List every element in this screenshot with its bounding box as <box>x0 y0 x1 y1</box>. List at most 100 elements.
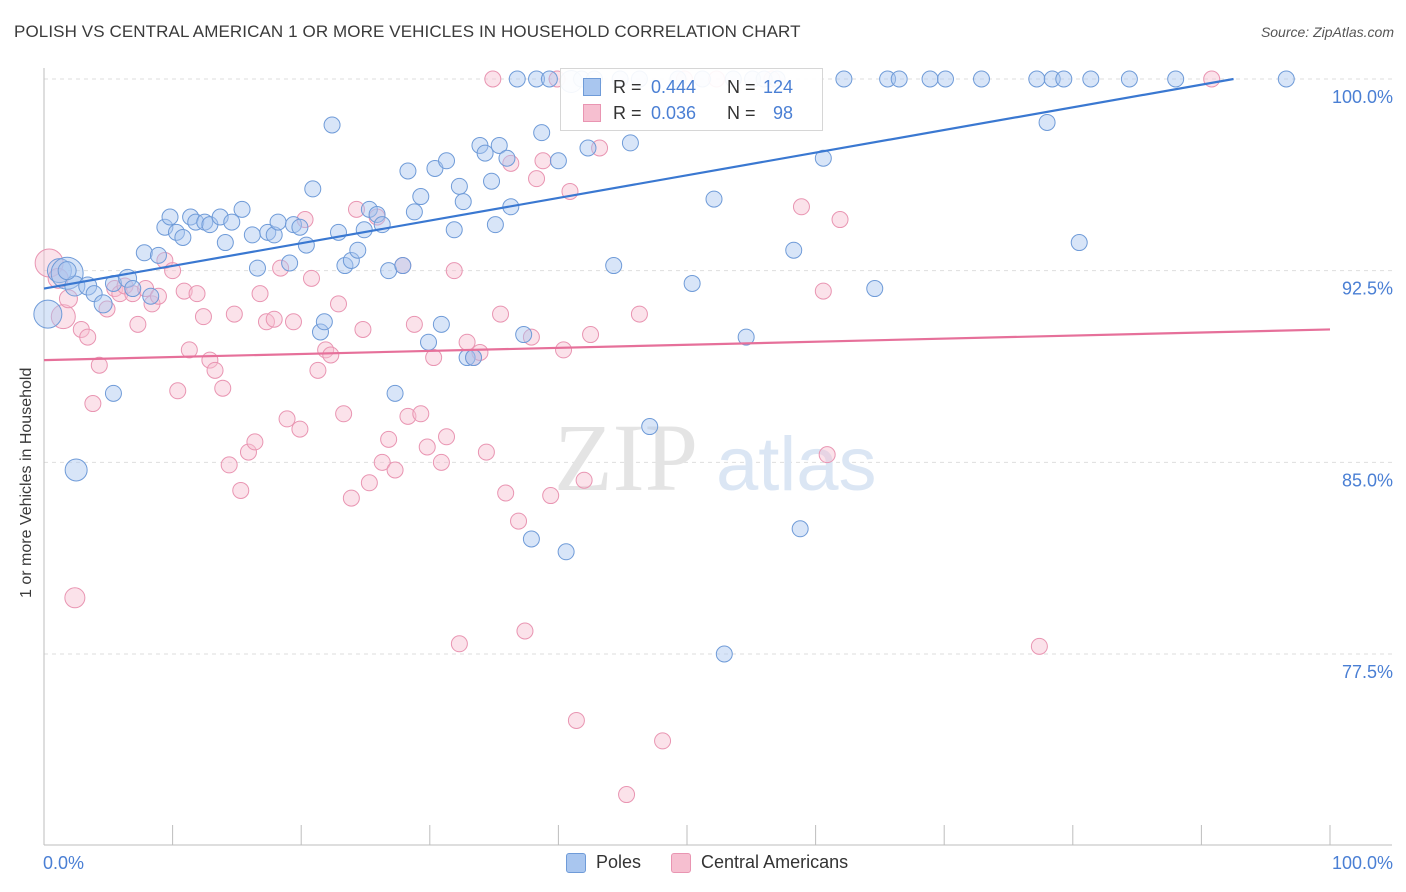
poles-point <box>216 234 234 252</box>
poles-point <box>432 315 450 333</box>
poles-point <box>149 246 167 264</box>
poles-point <box>866 280 884 298</box>
central-americans-point <box>309 361 327 379</box>
central-americans-point <box>175 282 193 300</box>
poles-point <box>737 328 755 346</box>
poles-point <box>715 645 733 663</box>
poles-point <box>1120 70 1138 88</box>
poles-point <box>454 193 472 211</box>
poles-point <box>323 116 341 134</box>
x-tick-label-min: 0.0% <box>43 853 84 873</box>
poles-point <box>579 139 597 157</box>
central-americans-point <box>458 333 476 351</box>
legend-n-label: N = <box>727 76 756 97</box>
y-tick-labels: 77.5% 85.0% 92.5% 100.0% <box>1332 87 1393 682</box>
y-axis-label: 1 or more Vehicles in Household <box>18 367 35 598</box>
poles-point <box>349 241 367 259</box>
legend-r-value: 0.444 <box>651 76 697 97</box>
poles-point <box>281 254 299 272</box>
central-americans-point <box>582 326 600 344</box>
poles-point <box>835 70 853 88</box>
poles-point <box>936 70 954 88</box>
poles-point <box>1043 70 1061 88</box>
poles-point <box>1167 70 1185 88</box>
poles-point <box>785 241 803 259</box>
poles-point <box>557 543 575 561</box>
central-americans-point <box>477 443 495 461</box>
legend-item-poles[interactable]: Poles <box>566 852 641 873</box>
central-americans-point <box>412 405 430 423</box>
central-americans-point <box>206 361 224 379</box>
poles-points <box>33 70 1295 663</box>
watermark-atlas: atlas <box>716 422 877 507</box>
poles-point <box>304 180 322 198</box>
poles-point <box>1055 70 1073 88</box>
poles-point <box>1028 70 1046 88</box>
poles-point <box>490 136 508 154</box>
central-americans-point <box>450 635 468 653</box>
poles-point <box>879 70 897 88</box>
poles-point <box>486 216 504 234</box>
poles-point <box>508 70 526 88</box>
poles-point <box>1277 70 1295 88</box>
watermark-zip: ZIP <box>554 404 698 511</box>
central-americans-point <box>322 346 340 364</box>
poles-point <box>528 70 546 88</box>
central-americans-point <box>188 285 206 303</box>
central-americans-point <box>792 198 810 216</box>
poles-point <box>399 162 417 180</box>
central-americans-legend-label: Central Americans <box>701 852 849 872</box>
poles-point <box>142 287 160 305</box>
central-americans-point <box>818 446 836 464</box>
central-americans-point <box>180 341 198 359</box>
poles-point <box>355 221 373 239</box>
poles-point <box>540 70 558 88</box>
axes <box>43 68 1392 846</box>
legend-row-central-americans: R = 0.036 N = 98 <box>583 101 793 125</box>
central-americans-point <box>272 259 290 277</box>
central-americans-point <box>630 305 648 323</box>
poles-point <box>93 294 113 314</box>
central-americans-point <box>405 315 423 333</box>
legend-r-value: 0.036 <box>651 102 697 123</box>
central-americans-point <box>329 295 347 313</box>
central-americans-point <box>342 489 360 507</box>
central-americans-point <box>50 304 76 330</box>
poles-point <box>223 213 241 231</box>
central-americans-point <box>58 289 78 309</box>
poles-point <box>445 221 463 239</box>
central-americans-point <box>831 211 849 229</box>
central-americans-point <box>438 428 456 446</box>
central-americans-point <box>90 356 108 374</box>
central-americans-point <box>445 262 463 280</box>
grid-lines <box>44 78 1392 655</box>
poles-point <box>243 226 261 244</box>
poles-point <box>161 208 179 226</box>
central-americans-point <box>425 349 443 367</box>
poles-point <box>641 418 659 436</box>
central-americans-point <box>618 786 636 804</box>
poles-point <box>233 200 251 218</box>
poles-point <box>1038 113 1056 131</box>
poles-point <box>683 274 701 292</box>
trend-lines <box>43 77 1331 362</box>
poles-point <box>50 256 84 290</box>
poles-point <box>297 236 315 254</box>
poles-point <box>515 326 533 344</box>
central-americans-point <box>79 328 97 346</box>
chart-title: POLISH VS CENTRAL AMERICAN 1 OR MORE VEH… <box>14 22 801 41</box>
stats-legend: R = 0.444 N = 124 R = 0.036 N = 98 <box>560 68 823 131</box>
central-americans-point <box>302 269 320 287</box>
series-legend: Poles Central Americans <box>566 852 878 873</box>
poles-point <box>533 124 551 142</box>
central-americans-point <box>497 484 515 502</box>
legend-n-value: 98 <box>773 102 794 123</box>
poles-legend-label: Poles <box>596 852 642 872</box>
poles-point <box>605 257 623 275</box>
poles-point <box>420 333 438 351</box>
legend-item-central-americans[interactable]: Central Americans <box>671 852 848 873</box>
y-tick-label: 92.5% <box>1342 279 1393 299</box>
legend-r-label: R = <box>613 76 642 97</box>
central-americans-point <box>534 152 552 170</box>
legend-n-value: 124 <box>763 76 794 97</box>
